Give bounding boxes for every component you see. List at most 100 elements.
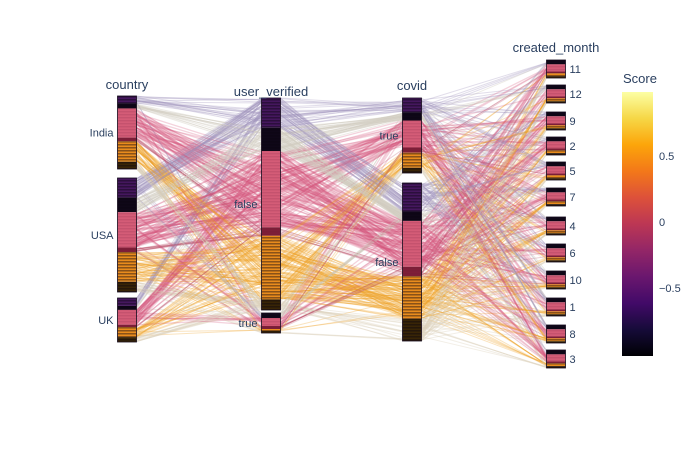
category-created_month-10[interactable]: 10 xyxy=(546,270,582,290)
category-label-covid-true[interactable]: true xyxy=(380,130,399,142)
category-label-user_verified-true[interactable]: true xyxy=(239,318,258,330)
category-created_month-6[interactable]: 6 xyxy=(546,243,576,263)
category-label-created_month-7[interactable]: 7 xyxy=(570,192,576,204)
dimension-label-user_verified[interactable]: user_verified xyxy=(234,84,308,99)
category-label-country-India[interactable]: India xyxy=(90,127,115,139)
category-segment-stripes xyxy=(546,137,566,142)
category-label-created_month-3[interactable]: 3 xyxy=(570,354,576,366)
category-created_month-1[interactable]: 1 xyxy=(546,297,576,317)
category-segment-stripes xyxy=(546,116,566,124)
ribbon-bundle-user_verified-to-covid xyxy=(279,97,404,342)
category-segment-stripes xyxy=(546,71,566,74)
category-segment-stripes xyxy=(546,76,566,78)
category-segment-stripes xyxy=(261,98,281,128)
category-segment-stripes xyxy=(117,305,137,310)
category-segment-stripes xyxy=(261,151,281,228)
category-label-created_month-10[interactable]: 10 xyxy=(570,275,582,287)
category-segment-stripes xyxy=(546,338,566,342)
category-segment-stripes xyxy=(261,326,281,329)
category-segment-stripes xyxy=(546,199,566,202)
category-segment-stripes xyxy=(546,173,566,176)
category-segment-stripes xyxy=(117,137,137,142)
category-label-created_month-5[interactable]: 5 xyxy=(570,166,576,178)
category-segment-stripes xyxy=(546,257,566,261)
category-segment-stripes xyxy=(117,161,137,169)
category-segment-stripes xyxy=(546,166,566,174)
category-label-covid-false[interactable]: false xyxy=(375,257,398,269)
category-segment-stripes xyxy=(117,309,137,325)
category-segment-stripes xyxy=(546,314,566,316)
colorbar: Score 0.5 0 −0.5 xyxy=(622,71,681,356)
category-covid-true[interactable]: true xyxy=(380,97,422,174)
category-created_month-11[interactable]: 11 xyxy=(546,59,581,79)
category-label-user_verified-false[interactable]: false xyxy=(234,199,257,211)
dimension-label-country[interactable]: country xyxy=(106,77,149,92)
category-segment-stripes xyxy=(546,244,566,249)
colorbar-title: Score xyxy=(623,71,657,86)
category-outline xyxy=(402,97,422,174)
category-label-created_month-8[interactable]: 8 xyxy=(570,329,576,341)
category-label-created_month-11[interactable]: 11 xyxy=(570,64,581,76)
category-segment-stripes xyxy=(261,331,281,333)
category-segment-stripes xyxy=(546,125,566,129)
category-segment-stripes xyxy=(402,266,422,277)
category-segment-stripes xyxy=(402,152,422,168)
category-label-created_month-1[interactable]: 1 xyxy=(570,302,576,314)
category-segment-stripes xyxy=(546,162,566,167)
category-segment-stripes xyxy=(546,325,566,330)
category-label-created_month-6[interactable]: 6 xyxy=(570,248,576,260)
category-segment-stripes xyxy=(117,96,137,104)
category-outline xyxy=(546,270,566,290)
category-label-country-UK[interactable]: UK xyxy=(98,315,114,327)
category-segment-stripes xyxy=(546,275,566,283)
category-segment-stripes xyxy=(546,336,566,339)
category-segment-stripes xyxy=(546,64,566,72)
category-created_month-9[interactable]: 9 xyxy=(546,111,576,131)
category-segment-stripes xyxy=(546,217,566,222)
category-label-country-USA[interactable]: USA xyxy=(91,230,114,242)
category-segment-stripes xyxy=(546,228,566,231)
category-covid-false[interactable]: false xyxy=(375,182,422,342)
category-created_month-3[interactable]: 3 xyxy=(546,349,576,369)
category-country-UK[interactable]: UK xyxy=(98,297,137,343)
category-created_month-8[interactable]: 8 xyxy=(546,324,576,344)
category-segment-stripes xyxy=(546,148,566,151)
category-segment-stripes xyxy=(546,287,566,289)
category-segment-stripes xyxy=(546,354,566,362)
dimension-label-covid[interactable]: covid xyxy=(397,78,427,93)
category-user_verified-true[interactable]: true xyxy=(239,312,281,334)
category-outline xyxy=(546,111,566,131)
category-outline xyxy=(261,312,281,334)
dimension-user_verified: false true user_verified xyxy=(234,84,308,334)
category-outline xyxy=(546,349,566,369)
category-created_month-4[interactable]: 4 xyxy=(546,216,576,236)
category-label-created_month-12[interactable]: 12 xyxy=(570,89,582,101)
category-created_month-12[interactable]: 12 xyxy=(546,84,582,104)
category-outline xyxy=(546,187,566,207)
category-segment-stripes xyxy=(546,302,566,310)
dimension-label-created_month[interactable]: created_month xyxy=(513,40,600,55)
category-segment-stripes xyxy=(402,183,422,212)
category-created_month-7[interactable]: 7 xyxy=(546,187,576,207)
dimension-created_month: 11 12 9 2 5 7 4 6 10 1 8 3 created_month xyxy=(513,40,600,369)
colorbar-gradient xyxy=(622,92,653,356)
category-label-created_month-9[interactable]: 9 xyxy=(570,116,576,128)
category-user_verified-false[interactable]: false xyxy=(234,97,281,311)
category-segment-stripes xyxy=(402,211,422,221)
category-outline xyxy=(546,84,566,104)
ribbon-bundle-country-to-user_verified xyxy=(135,95,263,343)
category-segment-stripes xyxy=(546,128,566,130)
category-segment-stripes xyxy=(546,89,566,97)
category-label-created_month-4[interactable]: 4 xyxy=(570,221,576,233)
category-segment-stripes xyxy=(546,361,566,364)
category-country-India[interactable]: India xyxy=(90,95,137,170)
category-segment-stripes xyxy=(402,147,422,153)
category-created_month-2[interactable]: 2 xyxy=(546,136,576,156)
category-outline xyxy=(261,97,281,311)
category-outline xyxy=(546,243,566,263)
category-created_month-5[interactable]: 5 xyxy=(546,161,576,181)
category-country-USA[interactable]: USA xyxy=(91,177,137,293)
category-segment-stripes xyxy=(546,221,566,229)
category-label-created_month-2[interactable]: 2 xyxy=(570,141,576,153)
